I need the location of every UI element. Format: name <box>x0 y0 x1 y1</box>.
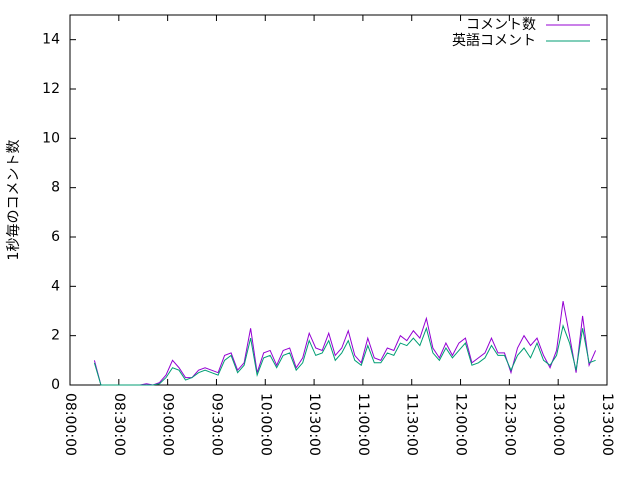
x-tick-label: 09:00:00 <box>160 393 176 456</box>
x-tick-label: 10:30:00 <box>306 393 322 456</box>
y-tick-label: 10 <box>42 130 60 146</box>
y-tick-label: 4 <box>51 278 60 294</box>
y-tick-label: 6 <box>51 229 60 245</box>
x-tick-label: 09:30:00 <box>208 393 224 456</box>
x-tick-label: 11:00:00 <box>355 393 371 456</box>
y-tick-label: 12 <box>42 81 60 97</box>
y-tick-label: 14 <box>42 32 60 48</box>
legend-label: コメント数 <box>466 17 536 33</box>
plot-border <box>69 14 608 386</box>
x-tick-label: 11:30:00 <box>404 393 420 456</box>
series-line <box>93 324 596 386</box>
x-tick-label: 08:00:00 <box>62 393 78 456</box>
x-tick-label: 12:30:00 <box>501 393 517 456</box>
y-tick-label: 8 <box>51 180 60 196</box>
y-axis-label: 1秒毎のコメント数 <box>6 140 22 261</box>
x-tick-label: 08:30:00 <box>111 393 127 456</box>
x-tick-label: 12:00:00 <box>453 393 469 456</box>
y-tick-label: 0 <box>51 377 60 393</box>
x-tick-label: 10:00:00 <box>257 393 273 456</box>
y-tick-label: 2 <box>51 328 60 344</box>
x-tick-label: 13:30:00 <box>599 393 615 456</box>
legend-label: 英語コメント <box>452 32 536 49</box>
x-tick-label: 13:00:00 <box>550 393 566 456</box>
